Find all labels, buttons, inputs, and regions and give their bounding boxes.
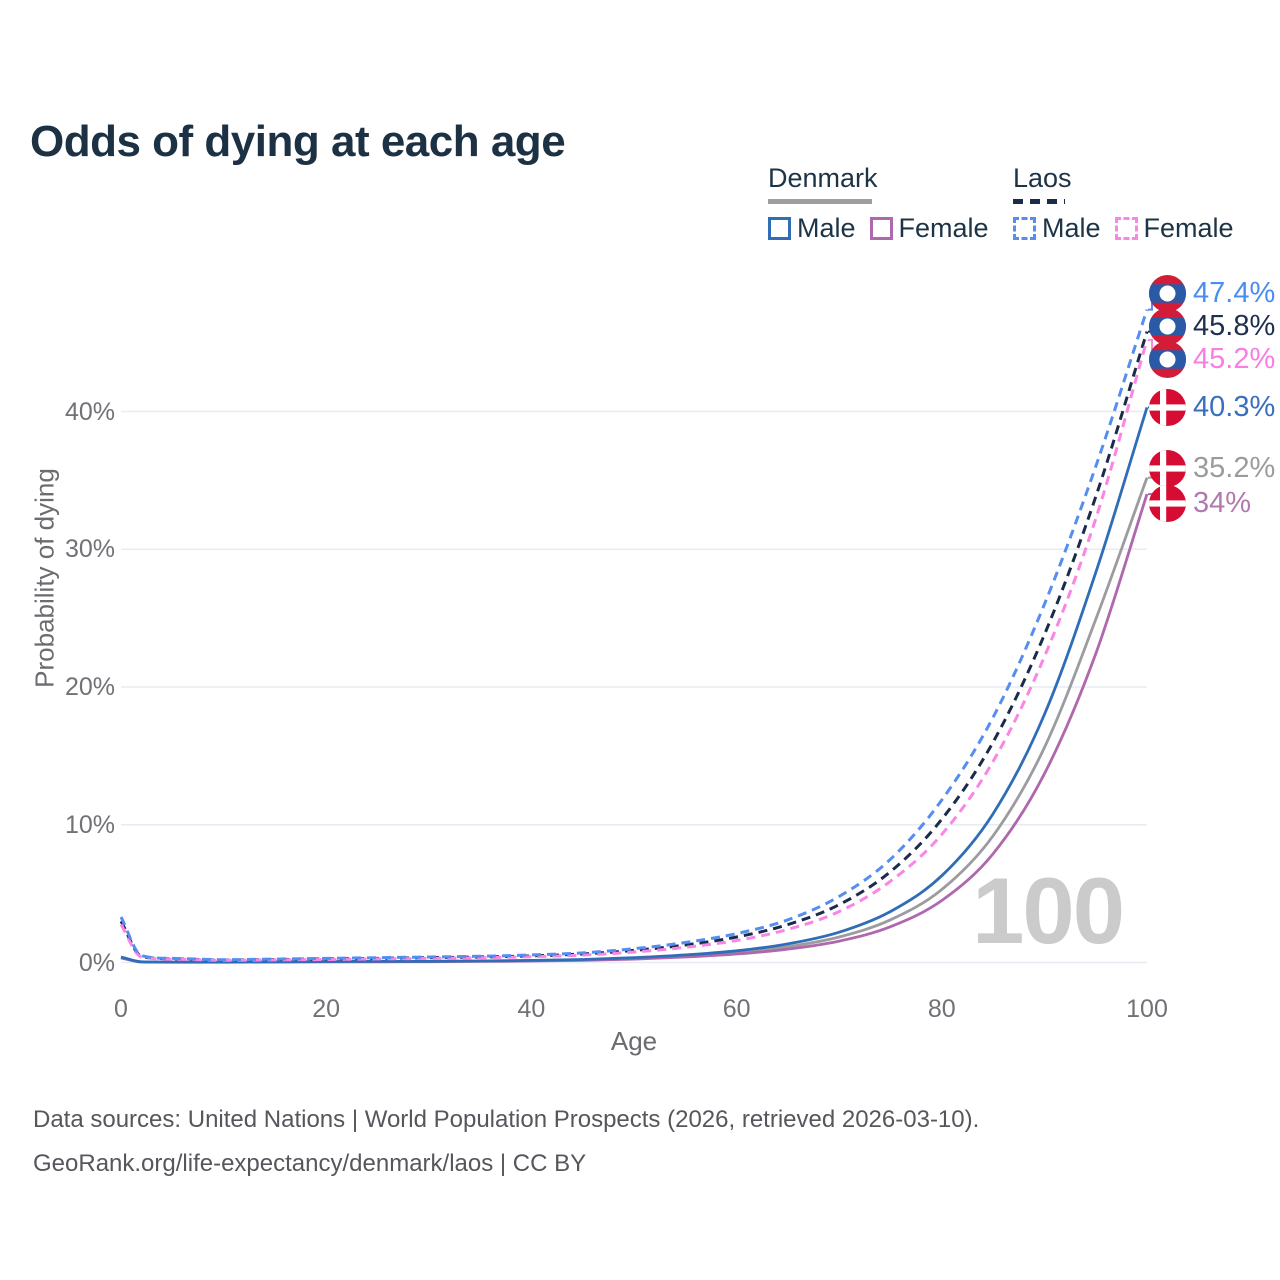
legend-label: Male — [797, 212, 856, 243]
footer: Data sources: United Nations | World Pop… — [33, 1098, 979, 1186]
y-tick-10: 10% — [64, 810, 115, 839]
laos-line-style-swatch — [1013, 199, 1065, 204]
legend-country-denmark: Denmark — [768, 163, 878, 193]
series-line-denmark-male — [120, 406, 1149, 964]
y-tick-0: 0% — [78, 948, 115, 977]
series-line-laos-male — [119, 309, 1149, 962]
series-line-laos-both — [119, 331, 1149, 962]
laos-female-swatch — [1114, 216, 1138, 240]
laos-flag-icon — [1149, 340, 1186, 378]
footer-source-line: Data sources: United Nations | World Pop… — [33, 1106, 980, 1133]
laos-male-swatch — [1013, 216, 1036, 240]
end-label-laos-female: 45.2% — [1149, 340, 1275, 378]
laos-flag-icon — [1149, 307, 1186, 345]
denmark-female-swatch — [869, 216, 893, 240]
series-line-denmark-both — [120, 477, 1149, 964]
end-label-laos-both: 45.8% — [1149, 307, 1275, 345]
legend-country-laos: Laos — [1013, 163, 1072, 193]
legend-item-laos-female[interactable]: Female — [1114, 212, 1234, 244]
denmark-flag-icon — [1149, 484, 1186, 522]
y-tick-20: 20% — [64, 673, 115, 701]
x-tick-0: 0 — [114, 995, 128, 1023]
end-label-denmark-both: 35.2% — [1149, 449, 1275, 487]
denmark-flag-icon — [1149, 449, 1186, 487]
legend-label: Male — [1042, 212, 1101, 243]
x-tick-20: 20 — [312, 995, 341, 1023]
legend-item-denmark-female[interactable]: Female — [869, 212, 989, 244]
series-line-laos-female — [119, 339, 1149, 962]
legend-label: Female — [898, 212, 989, 243]
end-label-denmark-male: 40.3% — [1149, 388, 1275, 426]
end-value-laos-both: 45.8% — [1193, 309, 1276, 342]
x-tick-80: 80 — [927, 995, 956, 1023]
series-line-denmark-female — [120, 493, 1149, 964]
laos-flag-icon — [1149, 274, 1186, 312]
denmark-flag-icon — [1149, 388, 1186, 426]
legend-item-laos-male[interactable]: Male — [1013, 213, 1101, 244]
denmark-line-style-swatch — [768, 199, 872, 204]
end-value-laos-female: 45.2% — [1193, 342, 1276, 375]
x-tick-60: 60 — [722, 995, 751, 1023]
x-axis-label: Age — [610, 1026, 658, 1056]
legend-item-denmark-male[interactable]: Male — [768, 213, 856, 244]
end-value-denmark-both: 35.2% — [1193, 451, 1276, 484]
denmark-male-swatch — [768, 216, 791, 240]
x-tick-40: 40 — [517, 995, 546, 1023]
legend-group-laos: Laos Male Female — [1013, 163, 1234, 244]
end-value-laos-male: 47.4% — [1193, 276, 1276, 309]
y-tick-30: 30% — [64, 535, 115, 564]
x-tick-100: 100 — [1126, 995, 1168, 1023]
age-counter-watermark: 100 — [972, 858, 1125, 963]
y-tick-40: 40% — [64, 397, 115, 426]
end-label-laos-male: 47.4% — [1149, 274, 1275, 312]
legend-label: Female — [1143, 212, 1234, 243]
y-axis-label: Probability of dying — [29, 468, 60, 688]
end-value-denmark-male: 40.3% — [1193, 390, 1276, 423]
legend-group-denmark: Denmark Male Female — [768, 163, 989, 244]
end-value-denmark-female: 34% — [1193, 486, 1252, 519]
footer-attribution-line: GeoRank.org/life-expectancy/denmark/laos… — [33, 1150, 587, 1177]
end-label-denmark-female: 34% — [1149, 484, 1251, 522]
page-title: Odds of dying at each age — [30, 117, 566, 167]
